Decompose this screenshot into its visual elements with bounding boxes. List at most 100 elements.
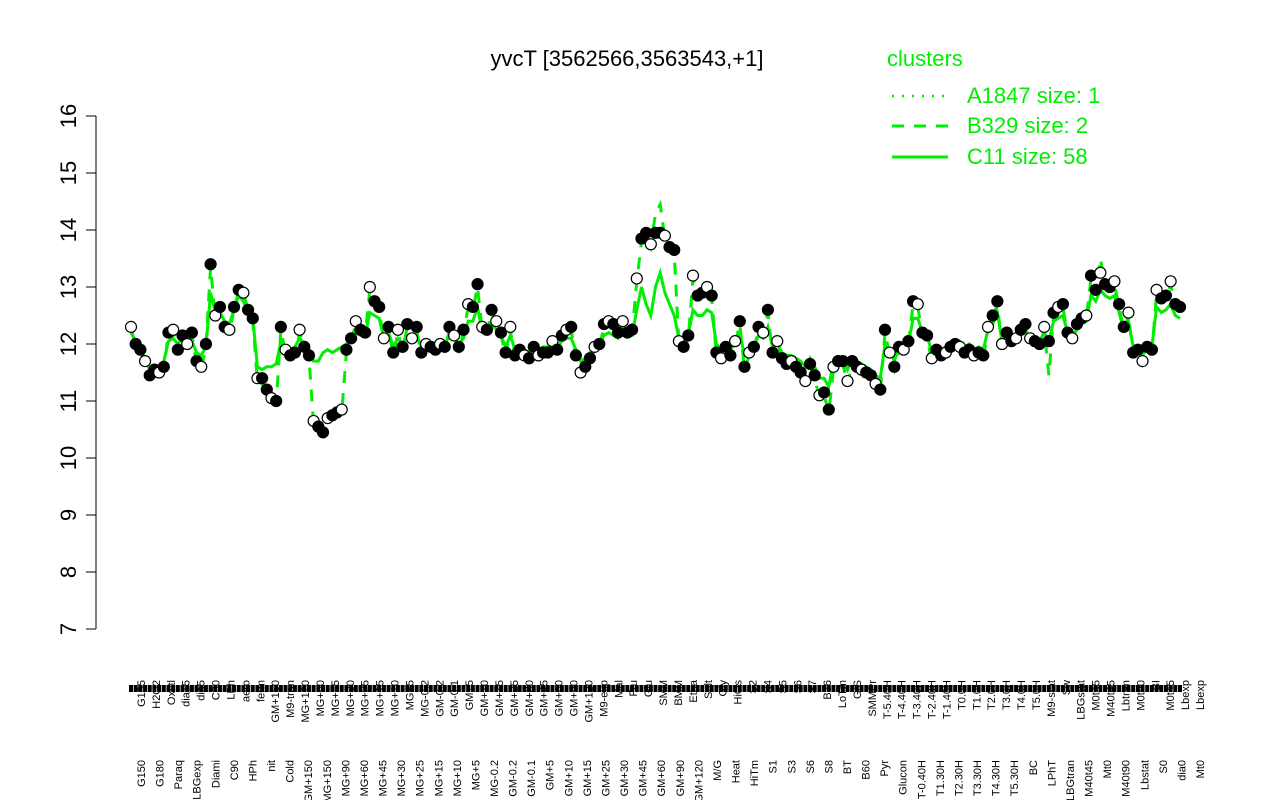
- x-tick-label: LBGtran: [1065, 760, 1077, 800]
- x-rug-mark: [967, 685, 972, 692]
- data-point: [977, 349, 990, 362]
- x-tick-label: T-5.40H: [882, 680, 894, 719]
- x-rug-mark: [897, 685, 902, 692]
- x-tick-label: M0t45: [1165, 680, 1177, 711]
- x-rug-mark: [1089, 685, 1094, 692]
- x-tick-label: GM-0.1: [526, 760, 538, 797]
- x-tick-label: MG-0.2: [489, 760, 501, 797]
- x-rug-mark: [133, 685, 138, 692]
- x-tick-label: Lbexp: [1180, 680, 1192, 710]
- x-rug-mark: [241, 685, 246, 692]
- data-point: [705, 289, 718, 302]
- x-tick-label: MG+30: [345, 680, 357, 716]
- x-rug-mark: [536, 685, 541, 692]
- x-tick-label: MG+60: [359, 760, 371, 796]
- data-point: [452, 340, 465, 353]
- data-point: [1145, 343, 1159, 356]
- x-rug-mark: [559, 685, 564, 692]
- x-rug-mark: [1168, 685, 1173, 692]
- data-point: [883, 346, 896, 359]
- x-rug-mark: [601, 685, 606, 692]
- legend-entry-b329: B329 size: 2: [967, 113, 1088, 138]
- x-rug-mark: [953, 685, 958, 692]
- x-tick-label: nit: [266, 760, 278, 772]
- x-tick-label: S1: [768, 760, 780, 773]
- x-rug-mark: [686, 685, 691, 692]
- x-rug-mark: [948, 685, 953, 692]
- x-rug-mark: [377, 685, 382, 692]
- x-tick-label: Mt0: [1195, 760, 1207, 778]
- x-rug-mark: [1112, 685, 1117, 692]
- x-tick-label: S3: [786, 760, 798, 773]
- x-rug-mark: [400, 685, 405, 692]
- x-tick-label: T3.30H: [972, 760, 984, 796]
- x-rug-mark: [217, 685, 222, 692]
- data-point: [1122, 306, 1135, 319]
- legend-entry-a1847: A1847 size: 1: [967, 83, 1100, 108]
- x-rug-mark: [386, 685, 391, 692]
- x-tick-label: GM+10: [479, 680, 491, 716]
- x-tick-label: LBGstat: [1076, 680, 1088, 720]
- data-point: [921, 329, 934, 342]
- x-rug-mark: [831, 685, 836, 692]
- x-tick-label: T-2.40H: [927, 680, 939, 719]
- x-tick-label: T0.0H: [956, 680, 968, 710]
- x-rug-mark: [484, 685, 489, 692]
- x-rug-mark: [1000, 685, 1005, 692]
- x-tick-label: T-1.40H: [941, 680, 953, 719]
- x-rug-mark: [1163, 685, 1168, 692]
- x-rug-mark: [339, 685, 344, 692]
- x-rug-mark: [695, 685, 700, 692]
- x-rug-mark: [976, 685, 981, 692]
- x-tick-label: MG+150: [322, 760, 334, 800]
- x-rug-mark: [700, 685, 705, 692]
- x-tick-label: B36: [822, 680, 834, 700]
- data-point: [359, 326, 372, 339]
- x-rug-mark: [906, 685, 911, 692]
- x-rug-mark: [321, 685, 326, 692]
- x-rug-mark: [1060, 685, 1065, 692]
- x-rug-mark: [1126, 685, 1131, 692]
- data-point: [195, 360, 208, 373]
- x-tick-label: Glucon: [898, 760, 910, 795]
- x-rug-mark: [189, 685, 194, 692]
- data-point: [911, 298, 924, 311]
- x-rug-mark: [892, 685, 897, 692]
- x-rug-mark: [494, 685, 499, 692]
- x-rug-mark: [962, 685, 967, 692]
- data-point: [316, 426, 330, 439]
- x-rug-mark: [1018, 685, 1023, 692]
- x-rug-mark: [1023, 685, 1028, 692]
- x-rug-mark: [498, 685, 503, 692]
- data-point: [1113, 298, 1126, 311]
- data-point: [841, 374, 854, 388]
- x-rug-mark: [1135, 685, 1140, 692]
- x-rug-mark: [742, 685, 747, 692]
- x-tick-label: LoTm: [837, 680, 849, 708]
- x-rug-mark: [316, 685, 321, 692]
- y-tick-label: 7: [56, 623, 81, 635]
- x-tick-label: S5: [777, 680, 789, 693]
- data-point: [1056, 298, 1070, 311]
- x-rug-mark: [433, 685, 438, 692]
- x-tick-label: G180: [155, 760, 167, 787]
- x-rug-mark: [363, 685, 368, 692]
- x-tick-label: GM-0.2: [434, 680, 446, 717]
- data-point: [593, 337, 606, 351]
- x-rug-mark: [920, 685, 925, 692]
- data-point: [799, 374, 812, 388]
- x-rug-mark: [527, 685, 532, 692]
- x-rug-mark: [264, 685, 269, 692]
- x-rug-mark: [822, 685, 827, 692]
- x-rug-mark: [929, 685, 934, 692]
- x-tick-label: MG+90: [340, 760, 352, 796]
- x-tick-label: LPhT: [1046, 760, 1058, 787]
- x-tick-label: T3.0H: [1001, 680, 1013, 710]
- x-rug-mark: [587, 685, 592, 692]
- chart-title: yvcT [3562566,3563543,+1]: [491, 46, 764, 71]
- x-rug-mark: [611, 685, 616, 692]
- x-rug-mark: [719, 685, 724, 692]
- data-point: [630, 272, 643, 285]
- x-rug-mark: [349, 685, 354, 692]
- x-tick-label: T1.0H: [971, 680, 983, 710]
